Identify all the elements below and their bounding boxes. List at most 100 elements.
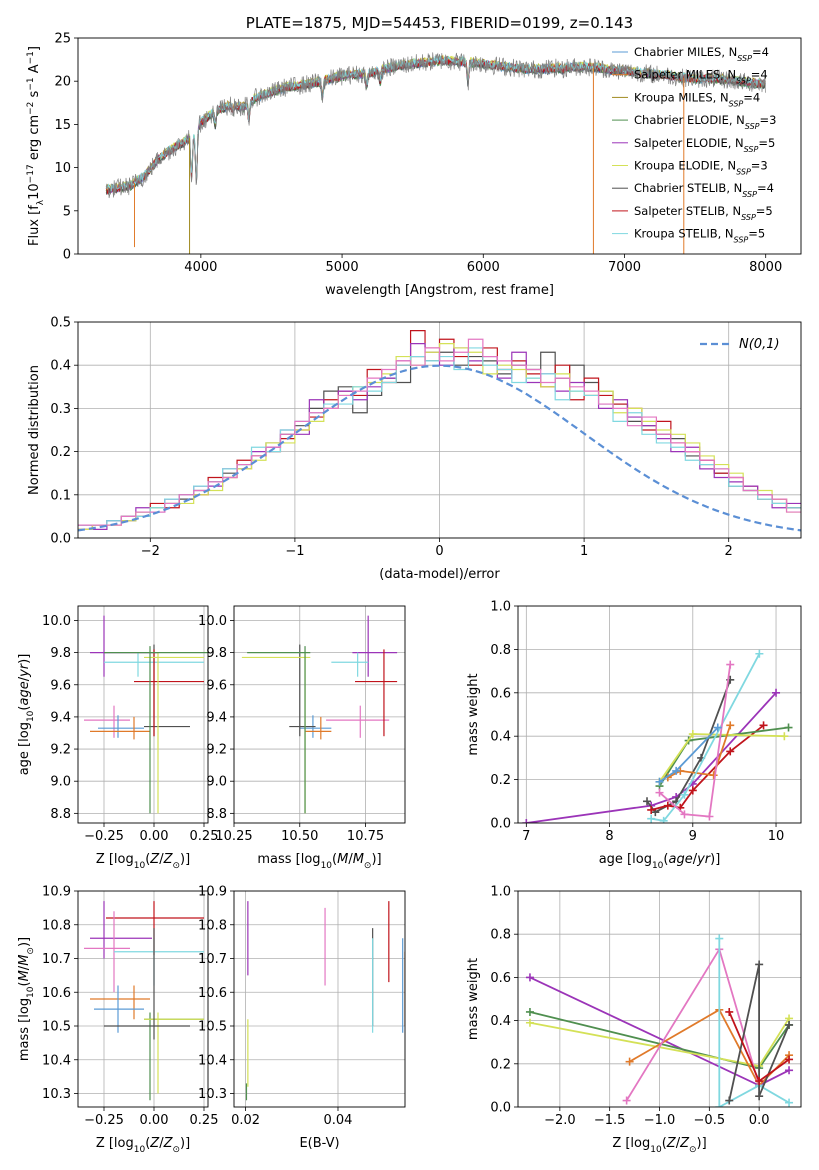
y-tick-label: 9.6	[50, 678, 71, 693]
y-tick-label: 10.9	[42, 885, 71, 900]
y-tick-label: 10.6	[198, 986, 227, 1001]
y-tick-label: 0	[63, 248, 71, 263]
y-tick-label: 10	[54, 161, 71, 176]
legend-entry: N(0,1)	[739, 337, 780, 352]
plus-marker	[725, 1007, 734, 1016]
x-tick-label: 10.50	[281, 829, 318, 844]
y-axis-label: mass weight	[466, 673, 481, 755]
axes-frame	[77, 37, 802, 255]
y-tick-label: 25	[54, 32, 71, 47]
x-tick-label: 7000	[608, 260, 641, 275]
plus-marker	[655, 788, 664, 797]
plus-marker	[715, 934, 724, 943]
y-tick-label: 1.0	[490, 885, 511, 900]
plus-marker	[785, 1020, 794, 1029]
x-axis-label: Z [log10(Z/Z⊙)]	[96, 1136, 190, 1155]
plus-marker	[726, 747, 735, 756]
plus-marker	[785, 1055, 794, 1064]
x-tick-label: −2	[141, 544, 160, 559]
plus-marker	[780, 732, 789, 741]
y-axis-label: Flux [fλ10−17 erg cm−2 s−1 A−1]	[26, 46, 46, 246]
x-tick-label: −0.25	[84, 1113, 124, 1128]
y-axis-label: Normed distribution	[27, 365, 42, 495]
plot-area	[78, 322, 801, 538]
x-axis-label: Z [log10(Z/Z⊙)]	[612, 1136, 706, 1155]
axes-frame	[517, 890, 802, 1108]
y-tick-label: 10.0	[198, 614, 227, 629]
plus-marker	[647, 805, 656, 814]
y-tick-label: 0.4	[490, 730, 511, 745]
y-tick-label: 10.4	[42, 1053, 71, 1068]
x-tick-label: 10	[768, 829, 785, 844]
y-tick-label: 10.6	[42, 986, 71, 1001]
x-tick-label: 5000	[326, 260, 359, 275]
y-tick-label: 0.4	[490, 1014, 511, 1029]
y-tick-label: 10.9	[198, 885, 227, 900]
x-axis-label: age [log10(age/yr)]	[599, 852, 721, 871]
weight-line	[728, 964, 790, 1101]
x-tick-label: 0.02	[231, 1113, 260, 1128]
plus-marker	[726, 721, 735, 730]
y-tick-label: 0.8	[490, 643, 511, 658]
x-tick-label: −0.5	[694, 1113, 726, 1128]
y-axis-label: mass [log10(M/M⊙)]	[17, 937, 36, 1061]
plot-area	[78, 606, 208, 823]
x-tick-label: −1.0	[644, 1113, 676, 1128]
x-tick-label: 0.25	[190, 1113, 219, 1128]
plus-marker	[755, 649, 764, 658]
y-tick-label: 0.2	[50, 445, 71, 460]
weight-line	[651, 653, 761, 822]
plot-area	[234, 606, 405, 823]
panel-mass-vs-EBV: 0.02 0.04 10.3 10.4 10.5 10.6 10.7 10.8 10.9 E(B-…	[198, 885, 406, 1151]
x-tick-label: 10.25	[215, 829, 252, 844]
panel-spectrum: 4000 5000 6000 7000 8000 0 5 10 15 20 25 PLATE=1875…	[26, 14, 802, 298]
gaussian-curve	[78, 364, 801, 532]
panel-mass-weight-vs-Z: −2.0 −1.5 −1.0 −0.5 0.0 0.0 0.2 0.4 0.6 0.8 1.0 Z […	[466, 885, 802, 1155]
chart-title: PLATE=1875, MJD=54453, FIBERID=0199, z=0…	[246, 14, 633, 32]
plot-area	[105, 52, 766, 254]
y-tick-label: 0.4	[50, 359, 71, 374]
axes-frame	[517, 605, 802, 824]
y-tick-label: 10.7	[198, 952, 227, 967]
y-tick-label: 10.5	[198, 1020, 227, 1035]
y-tick-label: 0.0	[490, 1101, 511, 1116]
y-tick-label: 0.6	[490, 971, 511, 986]
plus-marker	[705, 812, 714, 821]
y-tick-label: 9.6	[206, 678, 227, 693]
y-tick-label: 20	[54, 75, 71, 90]
y-tick-label: 15	[54, 118, 71, 133]
x-tick-label: 1	[580, 544, 588, 559]
y-tick-label: 9.0	[50, 775, 71, 790]
x-tick-label: −1	[285, 544, 304, 559]
y-tick-label: 10.0	[42, 614, 71, 629]
legend-entry: Kroupa ELODIE, NSSP=3	[634, 159, 768, 177]
y-tick-label: 10.3	[198, 1087, 227, 1102]
x-tick-label: −1.5	[594, 1113, 626, 1128]
x-tick-label: 6000	[467, 260, 500, 275]
x-tick-label: −2.0	[544, 1113, 576, 1128]
plus-marker	[755, 960, 764, 969]
plus-marker	[688, 730, 697, 739]
y-tick-label: 9.4	[206, 710, 227, 725]
legend-entry: Kroupa MILES, NSSP=4	[634, 90, 760, 108]
plus-marker	[784, 723, 793, 732]
plus-marker	[785, 1098, 794, 1107]
plus-marker	[726, 660, 735, 669]
x-tick-label: 0.00	[140, 829, 169, 844]
panel-residuals: −2 −1 0 1 2 0.0 0.1 0.2 0.3 0.4 0.5 (data-model)/er…	[27, 316, 802, 582]
plus-marker	[772, 688, 781, 697]
plus-marker	[655, 777, 664, 786]
y-tick-label: 9.8	[206, 646, 227, 661]
plus-marker	[525, 973, 534, 982]
y-tick-label: 10.7	[42, 952, 71, 967]
y-tick-label: 8.8	[206, 807, 227, 822]
weight-line	[658, 664, 732, 818]
x-tick-label: −0.25	[84, 829, 124, 844]
y-tick-label: 10.8	[198, 918, 227, 933]
y-axis-label: age [log10(age/yr)]	[17, 654, 36, 776]
plus-marker	[755, 1077, 764, 1086]
axes-frame	[233, 605, 406, 824]
histogram-step	[78, 338, 801, 526]
axes-frame	[77, 605, 209, 824]
y-tick-label: 10.4	[198, 1053, 227, 1068]
